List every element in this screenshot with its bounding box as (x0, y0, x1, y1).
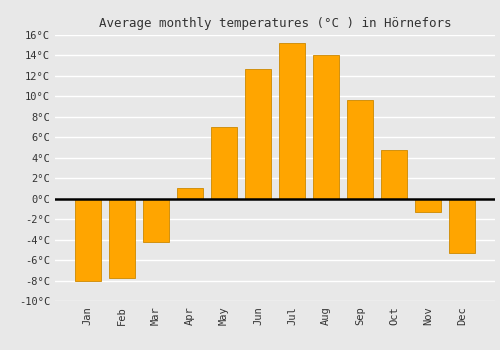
Bar (245, 69, 270, 199)
Bar (382, 149, 407, 199)
Bar (416, 199, 441, 212)
Bar (143, 199, 169, 241)
Bar (450, 199, 475, 253)
Bar (211, 127, 236, 199)
Title: Average monthly temperatures (°C ) in Hörnefors: Average monthly temperatures (°C ) in Hö… (99, 17, 451, 30)
Bar (75, 199, 100, 281)
Bar (109, 199, 134, 279)
Bar (314, 55, 339, 199)
Bar (348, 100, 373, 199)
Bar (280, 43, 305, 199)
Bar (177, 188, 203, 199)
